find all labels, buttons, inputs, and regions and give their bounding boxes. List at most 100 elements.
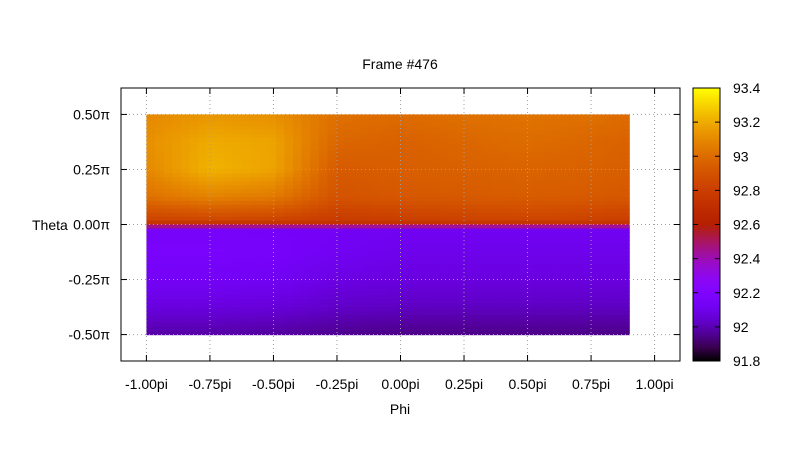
heatmap-cell [491, 279, 501, 285]
heatmap-cell [620, 252, 630, 257]
heatmap-cell [387, 240, 398, 245]
heatmap-cell [456, 185, 466, 190]
heatmap-cell [456, 228, 466, 233]
heatmap-cell [465, 326, 475, 332]
heatmap-cell [430, 157, 441, 163]
heatmap-cell [491, 248, 501, 253]
heatmap-cell [249, 149, 260, 155]
heatmap-cell [336, 204, 346, 210]
heatmap-cell [439, 267, 449, 273]
heatmap-cell [568, 200, 579, 206]
heatmap-cell [396, 181, 406, 186]
heatmap-cell [560, 153, 570, 159]
heatmap-cell [430, 122, 441, 127]
heatmap-cell [586, 303, 596, 308]
heatmap-cell [517, 165, 527, 171]
heatmap-cell [611, 263, 622, 269]
heatmap-cell [499, 157, 510, 163]
heatmap-cell [318, 267, 329, 273]
heatmap-cell [215, 291, 225, 296]
heatmap-cell [611, 149, 622, 155]
heatmap-cell [517, 236, 527, 241]
heatmap-cell [465, 267, 475, 273]
heatmap-cell [586, 310, 596, 316]
heatmap-cell [206, 165, 216, 171]
heatmap-cell [448, 252, 458, 257]
heatmap-cell [344, 314, 354, 320]
heatmap-cell [474, 307, 484, 312]
heatmap-cell [327, 157, 337, 163]
heatmap-cell [517, 295, 527, 300]
heatmap-cell [224, 275, 234, 281]
heatmap-cell [232, 220, 242, 226]
heatmap-cell [327, 216, 337, 222]
heatmap-cell [525, 126, 535, 131]
heatmap-cell [344, 252, 354, 257]
heatmap-cell [301, 240, 311, 245]
heatmap-cell [525, 145, 535, 151]
heatmap-cell [155, 279, 165, 285]
heatmap-cell [215, 275, 225, 281]
heatmap-cell [611, 138, 622, 143]
heatmap-cell [517, 310, 527, 316]
heatmap-cell [344, 271, 354, 277]
heatmap-cell [249, 318, 260, 324]
heatmap-cell [456, 169, 466, 174]
heatmap-cell [361, 232, 372, 237]
heatmap-cell [336, 196, 346, 202]
heatmap-cell [603, 299, 613, 304]
heatmap-cell [310, 114, 320, 119]
heatmap-cell [370, 138, 380, 143]
heatmap-cell [189, 236, 199, 241]
heatmap-cell [482, 200, 492, 206]
heatmap-cell [155, 177, 165, 182]
heatmap-cell [551, 149, 561, 155]
heatmap-cell [155, 189, 165, 194]
heatmap-cell [301, 141, 311, 147]
heatmap-cell [206, 275, 216, 281]
heatmap-cell [577, 283, 587, 288]
heatmap-cell [275, 200, 285, 206]
heatmap-cell [456, 224, 466, 230]
heatmap-cell [318, 287, 329, 292]
heatmap-cell [224, 326, 234, 332]
heatmap-cell [284, 224, 294, 230]
heatmap-cell [267, 303, 277, 308]
heatmap-cell [568, 283, 579, 288]
heatmap-cell [310, 149, 320, 155]
heatmap-cell [301, 263, 311, 269]
heatmap-cell [525, 330, 535, 336]
heatmap-cell [189, 318, 199, 324]
heatmap-cell [267, 236, 277, 241]
heatmap-cell [456, 196, 466, 202]
heatmap-cell [353, 122, 363, 127]
heatmap-cell [232, 130, 242, 135]
heatmap-cell [336, 157, 346, 163]
heatmap-cell [405, 161, 415, 167]
heatmap-cell [224, 244, 234, 249]
heatmap-cell [611, 220, 622, 226]
heatmap-cell [249, 208, 260, 214]
heatmap-cell [439, 307, 449, 312]
heatmap-cell [232, 157, 242, 163]
heatmap-cell [379, 134, 389, 139]
heatmap-cell [560, 134, 570, 139]
heatmap-cell [267, 287, 277, 292]
heatmap-cell [180, 307, 191, 312]
heatmap-cell [542, 173, 553, 178]
heatmap-cell [474, 267, 484, 273]
heatmap-cell [327, 263, 337, 269]
heatmap-cell [241, 259, 251, 265]
heatmap-cell [422, 307, 432, 312]
heatmap-cell [482, 173, 492, 178]
heatmap-cell [336, 216, 346, 222]
heatmap-cell [224, 330, 234, 336]
heatmap-cell [474, 244, 484, 249]
heatmap-cell [611, 118, 622, 123]
heatmap-cell [405, 299, 415, 304]
heatmap-cell [172, 114, 182, 119]
heatmap-cell [439, 153, 449, 159]
heatmap-cell [301, 212, 311, 218]
heatmap-cell [577, 118, 587, 123]
heatmap-cell [439, 252, 449, 257]
